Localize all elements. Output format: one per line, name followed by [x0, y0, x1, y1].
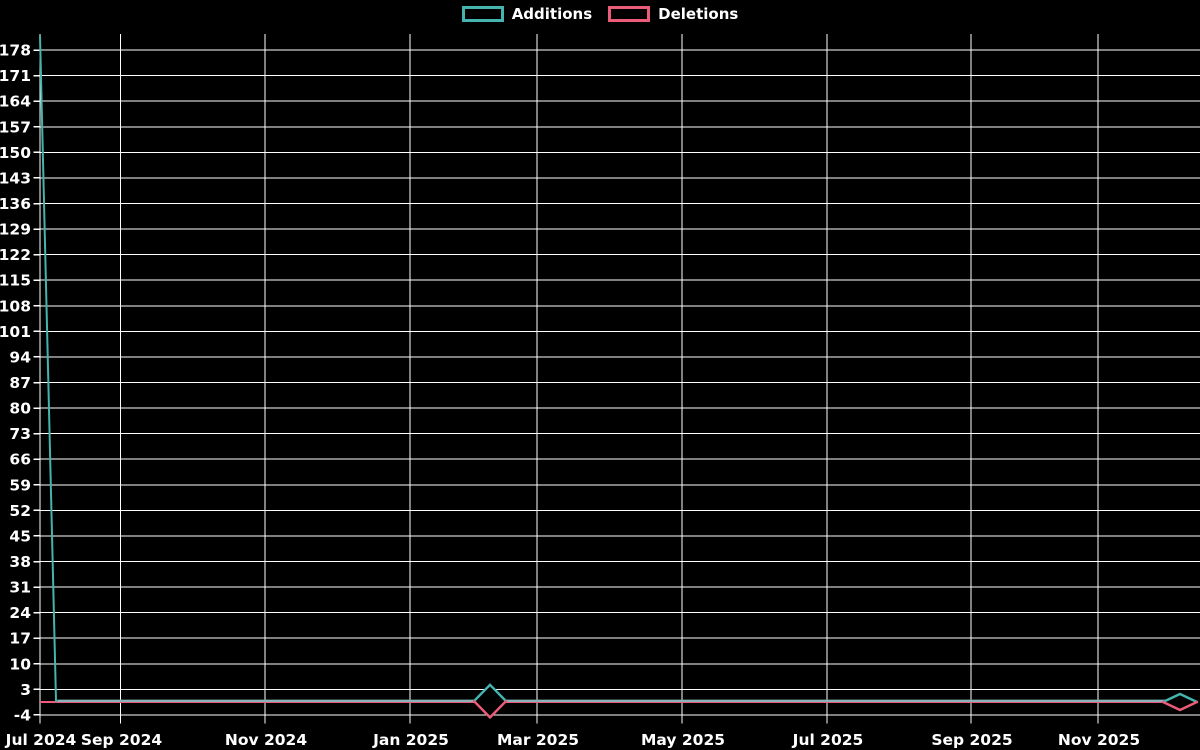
svg-text:66: 66 [9, 451, 31, 469]
svg-text:31: 31 [9, 579, 31, 597]
y-axis-labels: 178 171 164 157 150 143 136 129 122 115 108 101 94 87… [0, 42, 31, 725]
svg-text:59: 59 [9, 476, 31, 494]
legend-item-deletions[interactable]: Deletions [608, 6, 738, 22]
svg-text:108: 108 [0, 297, 31, 315]
svg-text:3: 3 [20, 681, 31, 699]
svg-text:10: 10 [9, 655, 31, 673]
chart-legend: Additions Deletions [0, 6, 1200, 22]
svg-text:Sep 2024: Sep 2024 [81, 731, 163, 749]
legend-item-additions[interactable]: Additions [461, 4, 593, 23]
svg-text:129: 129 [0, 221, 31, 239]
svg-text:May 2025: May 2025 [641, 731, 725, 749]
additions-swatch-icon [461, 6, 504, 22]
svg-text:Nov 2025: Nov 2025 [1058, 731, 1140, 749]
svg-text:Jul 2025: Jul 2025 [792, 731, 864, 749]
svg-text:17: 17 [9, 630, 31, 648]
svg-text:157: 157 [0, 118, 31, 136]
svg-text:136: 136 [0, 195, 31, 213]
marker-diamond[interactable] [1161, 692, 1199, 712]
svg-text:87: 87 [9, 374, 31, 392]
additions-line [39, 35, 1180, 702]
deletions-swatch-icon [608, 6, 651, 22]
svg-text:45: 45 [9, 527, 31, 545]
svg-text:38: 38 [9, 553, 31, 571]
svg-text:80: 80 [9, 400, 31, 418]
svg-text:94: 94 [9, 348, 31, 366]
x-gridlines [39, 34, 1099, 724]
svg-text:73: 73 [9, 425, 31, 443]
legend-label-additions: Additions [511, 4, 593, 23]
svg-text:164: 164 [0, 93, 31, 111]
svg-text:Jul 2024: Jul 2024 [5, 731, 77, 749]
svg-text:52: 52 [9, 502, 31, 520]
svg-text:150: 150 [0, 144, 31, 162]
svg-text:Jan 2025: Jan 2025 [372, 731, 449, 749]
svg-text:115: 115 [0, 272, 31, 290]
svg-text:101: 101 [0, 323, 31, 341]
svg-text:178: 178 [0, 42, 31, 60]
svg-text:Sep 2025: Sep 2025 [931, 731, 1012, 749]
y-gridlines [33, 49, 1200, 716]
legend-label-deletions: Deletions [658, 4, 739, 23]
svg-text:Mar 2025: Mar 2025 [497, 731, 579, 749]
svg-text:Nov 2024: Nov 2024 [225, 731, 307, 749]
svg-text:-4: -4 [14, 706, 31, 724]
svg-text:122: 122 [0, 246, 31, 264]
svg-text:143: 143 [0, 169, 31, 187]
svg-text:24: 24 [9, 604, 31, 622]
svg-text:171: 171 [0, 67, 31, 85]
marker-diamond[interactable] [472, 683, 508, 720]
x-axis-labels: Jul 2024 Sep 2024 Nov 2024 Jan 2025 Mar 2025… [5, 731, 1140, 749]
